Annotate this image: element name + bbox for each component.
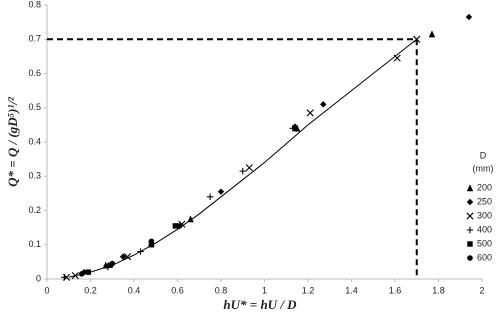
point — [71, 271, 79, 280]
legend-label: 300 — [477, 210, 492, 220]
legend-title: (mm) — [473, 163, 494, 173]
legend-marker — [467, 255, 473, 261]
x-tick-label: 1.2 — [302, 285, 315, 295]
point — [306, 109, 314, 117]
point — [123, 253, 132, 261]
x-tick-label: 0.6 — [171, 285, 184, 295]
point — [79, 271, 85, 277]
legend-marker — [466, 184, 474, 192]
legend-label: 400 — [477, 224, 492, 234]
x-tick-label: 1.4 — [345, 285, 358, 295]
point — [109, 260, 116, 267]
point — [206, 193, 214, 200]
point — [239, 167, 246, 175]
point — [61, 274, 68, 281]
x-tick-label: 1.8 — [432, 285, 445, 295]
x-tick-label: 0.2 — [84, 285, 97, 295]
point — [148, 238, 155, 245]
x-tick-label: 1 — [262, 285, 267, 295]
x-tick-label: 2 — [479, 285, 484, 295]
y-tick-label: 0.4 — [28, 136, 41, 146]
x-tick-label: 0 — [44, 285, 49, 295]
y-tick-label: 0.6 — [28, 68, 41, 78]
y-tick-label: 0 — [36, 273, 41, 283]
x-tick-label: 0.8 — [215, 285, 228, 295]
legend-label: 500 — [477, 238, 492, 248]
y-axis-title: Q* = Q / (gD⁵)¹/² — [5, 96, 20, 187]
legend-marker — [467, 241, 473, 247]
point — [119, 253, 127, 260]
point — [172, 223, 179, 229]
point — [465, 13, 473, 21]
point — [187, 215, 194, 223]
x-tick-label: 1.6 — [389, 285, 402, 295]
fit-line — [68, 38, 418, 278]
point — [292, 125, 298, 132]
legend-marker — [466, 226, 474, 234]
point — [137, 248, 144, 255]
y-tick-label: 0.2 — [28, 205, 41, 215]
point — [85, 269, 92, 275]
legend-marker — [466, 212, 474, 220]
legend-label: 200 — [477, 182, 492, 192]
legend-label: 600 — [477, 252, 492, 262]
point — [245, 164, 253, 172]
legend-marker — [466, 198, 474, 206]
point — [217, 188, 225, 195]
point — [428, 30, 436, 38]
y-tick-label: 0.5 — [28, 102, 41, 112]
point — [320, 101, 327, 108]
point — [393, 54, 401, 62]
x-tick-label: 0.4 — [128, 285, 141, 295]
y-tick-label: 0.3 — [28, 171, 41, 181]
legend-label: 250 — [477, 196, 492, 206]
point — [413, 35, 421, 43]
legend-title: D — [480, 150, 487, 160]
y-tick-label: 0.8 — [28, 0, 41, 9]
point — [148, 242, 155, 248]
y-tick-label: 0.7 — [28, 34, 41, 44]
y-tick-label: 0.1 — [28, 239, 41, 249]
x-axis-title: hU* = hU / D — [223, 297, 297, 312]
point — [176, 223, 183, 229]
